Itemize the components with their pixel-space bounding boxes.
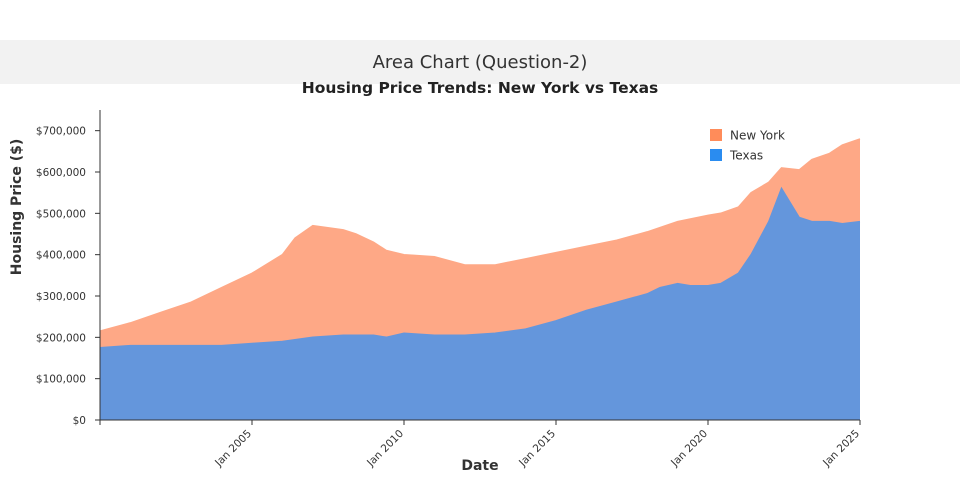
- legend-label-texas: Texas: [729, 149, 763, 163]
- header-band: Area Chart (Question-2): [0, 40, 960, 84]
- legend-label-new-york: New York: [730, 129, 785, 143]
- line-new-york: [99, 138, 861, 332]
- legend: New York Texas: [710, 129, 785, 163]
- legend-swatch-new-york: [710, 129, 722, 141]
- y-tick-label: $300,000: [36, 291, 86, 303]
- area-layer: [99, 138, 861, 420]
- y-tick-label: $500,000: [36, 208, 86, 220]
- y-tick-label: $400,000: [36, 250, 86, 262]
- page-header-title: Area Chart (Question-2): [372, 51, 588, 73]
- y-tick-label: $200,000: [36, 332, 86, 344]
- y-ticks: $0 $100,000 $200,000 $300,000 $400,000 $500,0…: [36, 126, 100, 427]
- y-tick-label: $100,000: [36, 374, 86, 386]
- y-tick-label: $600,000: [36, 167, 86, 179]
- x-tick-label: Jan 2015: [516, 428, 558, 470]
- axes-layer: [99, 110, 860, 421]
- line-texas: [99, 186, 861, 349]
- y-tick-label: $0: [73, 415, 86, 427]
- x-tick-label: Jan 2010: [364, 428, 406, 470]
- chart-title: Housing Price Trends: New York vs Texas: [301, 79, 659, 97]
- x-tick-label: Jan 2005: [212, 428, 254, 470]
- x-tick-label: Jan 2025: [820, 428, 862, 470]
- area-texas: [100, 188, 860, 420]
- x-axis-title: Date: [461, 458, 498, 474]
- y-axis-title: Housing Price ($): [9, 139, 25, 275]
- legend-swatch-texas: [710, 149, 722, 161]
- y-tick-label: $700,000: [36, 126, 86, 138]
- x-tick-label: Jan 2020: [668, 428, 710, 470]
